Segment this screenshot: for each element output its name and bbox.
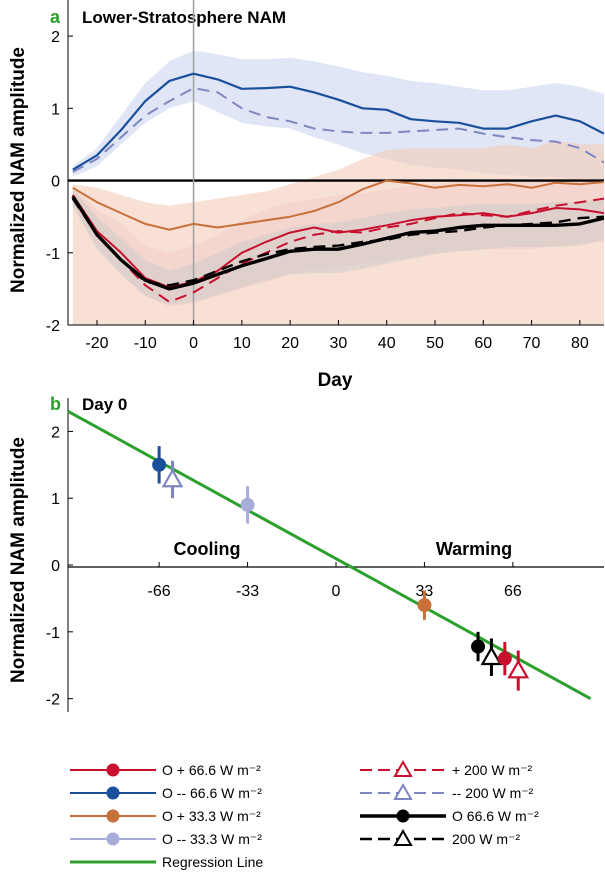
series-line-o66 — [71, 195, 604, 291]
x-tick-label: 70 — [523, 335, 541, 352]
legend-label: O -- 66.6 W m⁻² — [162, 785, 262, 801]
legend-marker-triangle — [393, 782, 413, 800]
legend-label: O + 66.6 W m⁻² — [162, 762, 261, 778]
panel-b-ylabel: Normalized NAM amplitude — [8, 437, 29, 683]
x-tick-label: 80 — [571, 335, 589, 352]
x-tick-label: -66 — [148, 583, 171, 600]
x-tick-label: 60 — [474, 335, 492, 352]
series-line-o200 — [71, 197, 604, 287]
legend-marker-circle — [396, 809, 410, 823]
data-point-o200 — [480, 645, 503, 666]
y-tick-label: 1 — [51, 101, 60, 118]
data-point-o66 — [471, 639, 486, 654]
panel-a: a Lower-Stratosphere NAM Normalized NAM … — [8, 0, 604, 391]
y-tick-label: 0 — [51, 174, 60, 191]
data-point-m200 — [161, 468, 184, 488]
panel-b-label: b — [50, 394, 61, 414]
legend-label: O 66.6 W m⁻² — [452, 808, 539, 824]
legend-marker-circle — [106, 763, 120, 777]
panel-a-xlabel: Day — [318, 370, 353, 391]
legend-item: O + 33.3 W m⁻² — [70, 808, 261, 824]
panel-a-title: Lower-Stratosphere NAM — [82, 8, 286, 27]
data-point-p200 — [507, 659, 530, 679]
x-tick-label: 66 — [504, 583, 522, 600]
x-tick-label: 40 — [378, 335, 396, 352]
y-tick-label: -2 — [46, 318, 60, 335]
data-point-p33 — [417, 598, 432, 613]
x-tick-label: 10 — [233, 335, 251, 352]
legend-item: O + 66.6 W m⁻² — [70, 762, 261, 778]
x-tick-label: 50 — [426, 335, 444, 352]
y-tick-label: 2 — [51, 424, 60, 441]
legend-label: Regression Line — [162, 854, 263, 870]
x-tick-label: 20 — [281, 335, 299, 352]
y-tick-label: -2 — [46, 692, 60, 709]
series-line-m200 — [72, 87, 604, 173]
legend-marker-circle — [106, 786, 120, 800]
data-point-m33 — [240, 497, 255, 512]
panel-a-label: a — [50, 7, 61, 27]
y-tick-label: 1 — [51, 491, 60, 508]
data-point-p66 — [497, 651, 512, 666]
legend-item: O 66.6 W m⁻² — [360, 808, 539, 824]
y-tick-label: 2 — [51, 29, 60, 46]
panel-b: b Day 0 Normalized NAM amplitude Cooling… — [8, 394, 604, 712]
legend: O + 66.6 W m⁻² + 200 W m⁻² O -- 66.6 W m⁻²… — [70, 759, 539, 870]
legend-marker-triangle — [393, 759, 413, 777]
panel-a-ylabel: Normalized NAM amplitude — [8, 47, 29, 293]
legend-item: O -- 33.3 W m⁻² — [70, 831, 262, 847]
legend-label: -- 200 W m⁻² — [452, 785, 534, 801]
regression-line — [67, 410, 592, 700]
x-tick-label: 0 — [189, 335, 198, 352]
series-line-m66 — [72, 72, 604, 171]
legend-item: + 200 W m⁻² — [360, 759, 532, 778]
legend-item: Regression Line — [70, 854, 263, 870]
legend-label: 200 W m⁻² — [452, 831, 520, 847]
series-line-p200 — [71, 194, 604, 303]
cooling-label: Cooling — [174, 539, 241, 559]
legend-label: + 200 W m⁻² — [452, 762, 532, 778]
legend-marker-circle — [106, 809, 120, 823]
data-point-m66 — [152, 457, 167, 472]
series-line-p33 — [72, 179, 604, 231]
x-tick-label: -20 — [85, 335, 108, 352]
x-tick-label: 30 — [330, 335, 348, 352]
y-tick-label: -1 — [46, 246, 60, 263]
legend-marker-triangle — [393, 828, 413, 846]
panel-a-plot — [68, 0, 604, 325]
x-tick-label: -33 — [236, 583, 259, 600]
legend-item: 200 W m⁻² — [360, 828, 520, 847]
legend-marker-circle — [106, 832, 120, 846]
warming-label: Warming — [436, 539, 512, 559]
y-tick-label: -1 — [46, 625, 60, 642]
panel-b-title: Day 0 — [82, 395, 127, 414]
x-tick-label: 0 — [332, 583, 341, 600]
legend-item: O -- 66.6 W m⁻² — [70, 785, 262, 801]
y-tick-label: 0 — [51, 558, 60, 575]
x-tick-label: -10 — [134, 335, 157, 352]
legend-label: O -- 33.3 W m⁻² — [162, 831, 262, 847]
legend-label: O + 33.3 W m⁻² — [162, 808, 261, 824]
legend-item: -- 200 W m⁻² — [360, 782, 534, 801]
